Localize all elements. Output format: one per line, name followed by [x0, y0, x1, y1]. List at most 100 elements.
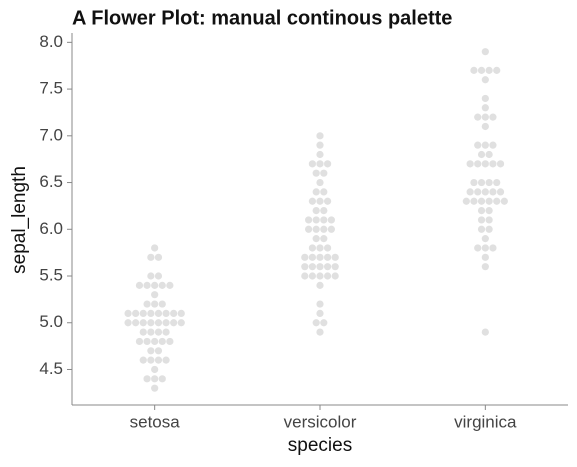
dot [151, 244, 159, 252]
dot [170, 319, 178, 327]
dot [135, 337, 144, 346]
dot [481, 48, 489, 56]
dot [324, 253, 332, 261]
dot [331, 253, 339, 261]
dot [327, 225, 335, 233]
dot [481, 104, 489, 112]
dot [154, 253, 163, 261]
dot [312, 188, 320, 196]
y-axis-label: sepal_length [9, 166, 30, 274]
dot [158, 337, 166, 346]
dot [166, 337, 174, 346]
dot [316, 132, 324, 140]
dot [485, 206, 493, 215]
dot [154, 272, 163, 280]
y-tick-label: 5.5 [39, 265, 63, 284]
dot [316, 150, 324, 159]
dot [477, 206, 486, 215]
dot [327, 216, 335, 224]
dot [474, 244, 482, 252]
dot [324, 263, 332, 271]
dot [139, 328, 147, 336]
dot [301, 253, 309, 261]
dot [170, 309, 178, 318]
chart-title: A Flower Plot: manual continous palette [72, 7, 452, 29]
dot [308, 263, 316, 271]
y-tick-label: 7.5 [39, 79, 63, 98]
dot [481, 122, 489, 131]
dot [147, 347, 155, 355]
dot [320, 169, 328, 177]
dot [308, 253, 316, 261]
x-tick-label: virginica [454, 412, 517, 431]
dot [139, 309, 147, 318]
dot [481, 160, 489, 168]
dot [470, 66, 478, 74]
dot [485, 197, 493, 205]
dot [151, 365, 159, 374]
dot [489, 244, 497, 252]
dot [312, 206, 320, 215]
dot [331, 263, 339, 271]
dot [324, 272, 332, 280]
dot [316, 160, 324, 168]
dot [177, 319, 185, 327]
dot [316, 141, 324, 149]
dot [308, 197, 316, 205]
dot [493, 178, 501, 187]
dot [481, 328, 489, 336]
dot [485, 225, 493, 233]
dot [139, 319, 147, 327]
dot [312, 216, 320, 224]
dot [500, 197, 508, 205]
dot [154, 347, 163, 355]
dot [132, 309, 140, 318]
dot [481, 94, 489, 103]
dot [481, 141, 489, 149]
dot [466, 188, 474, 196]
dot [143, 281, 151, 289]
dot [493, 66, 501, 74]
dot [316, 281, 324, 289]
dot [305, 225, 313, 233]
dot [162, 356, 170, 364]
dot [147, 356, 155, 364]
dot [124, 319, 132, 327]
dot [312, 319, 320, 327]
dot [474, 141, 482, 149]
dot [162, 309, 170, 318]
dot [154, 319, 163, 327]
y-tick-label: 6.5 [39, 172, 63, 191]
y-tick-label: 6.0 [39, 219, 63, 238]
dot [151, 291, 159, 299]
dot [158, 300, 166, 308]
dot [481, 263, 489, 271]
dot [143, 300, 151, 308]
x-tick-label: setosa [130, 412, 181, 431]
dot [158, 375, 166, 383]
dot [470, 197, 478, 205]
dot [485, 178, 493, 187]
dot [481, 235, 489, 243]
dot [151, 384, 159, 392]
dot [305, 216, 313, 224]
dot [154, 328, 163, 336]
dot [139, 356, 147, 364]
dot [481, 76, 489, 84]
dot [151, 375, 159, 383]
dot [477, 150, 486, 159]
dot [489, 188, 497, 196]
dot [474, 188, 482, 196]
dot [485, 150, 493, 159]
dot [485, 216, 493, 224]
dot [481, 113, 489, 121]
dot [477, 225, 486, 233]
dot [489, 160, 497, 168]
dot [474, 113, 482, 121]
dot [143, 375, 151, 383]
dot [154, 356, 163, 364]
dot [485, 66, 493, 74]
dot [474, 160, 482, 168]
dot [166, 281, 174, 289]
